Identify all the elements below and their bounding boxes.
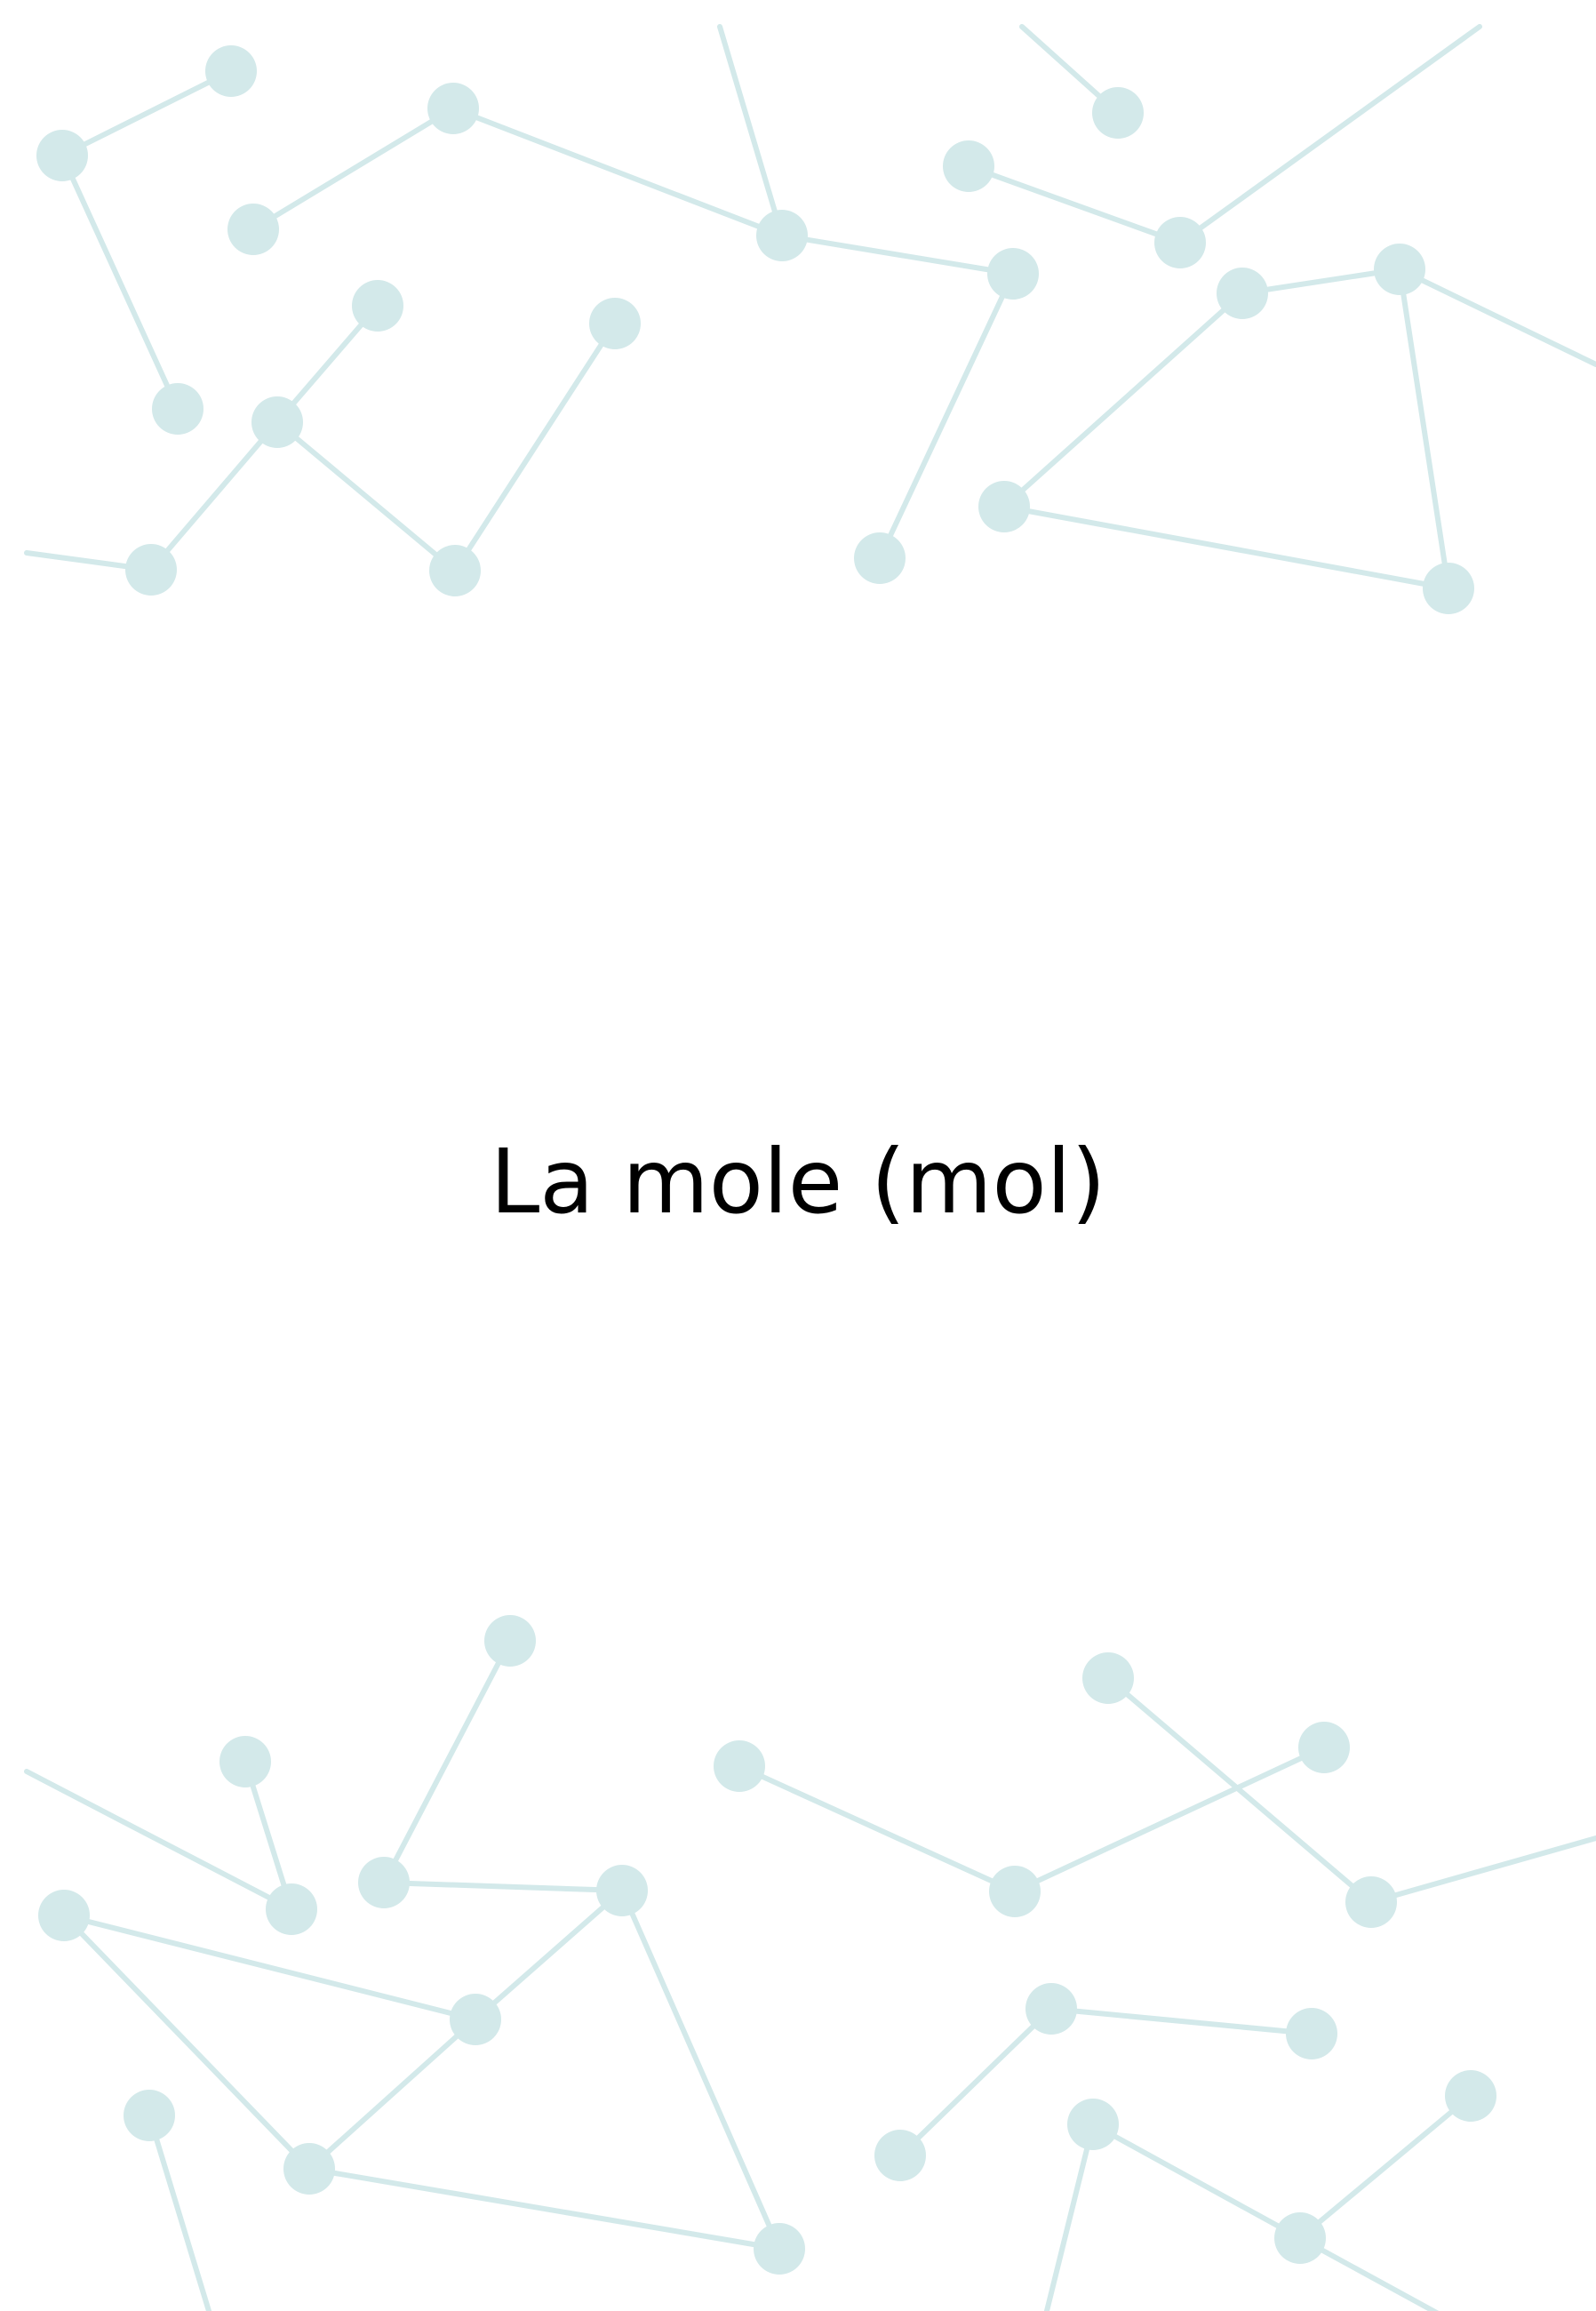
molecule-network-top-icon [24, 24, 1596, 614]
document-title: La mole (mol) [490, 1130, 1106, 1234]
molecule-network-bottom-icon [24, 1615, 1596, 2311]
